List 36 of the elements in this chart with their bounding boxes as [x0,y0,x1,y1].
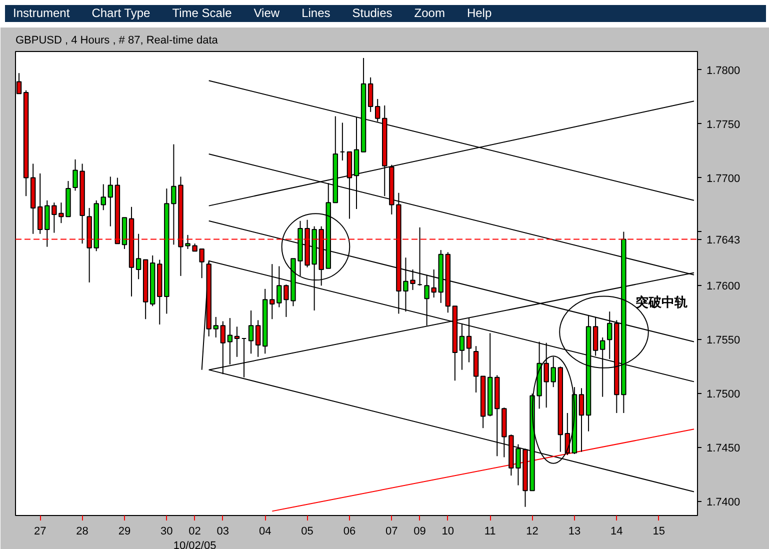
x-tick-label: 07 [386,526,398,538]
x-tick-label: 03 [216,526,230,538]
y-tick-label: 1.7800 [706,64,740,77]
text: Studies [352,6,392,20]
text: Time Scale [172,6,232,20]
x-tick-label: 12 [526,526,538,538]
text: View [254,6,280,20]
text: Zoom [414,6,445,20]
x-tick-label: 02 10/02/05 [173,526,216,549]
chart-title: GBPUSD , 4 Hours , # 87, Real-time data [16,34,219,46]
x-tick-label: 05 [301,526,314,538]
x-tick-label: 11 [484,526,496,538]
x-tick-label: 09 [414,526,426,538]
x-tick-label: 27 [34,526,46,538]
text: Help [466,6,492,20]
y-tick-label: 1.7400 [706,496,740,508]
ref-line-label: 1.7643 [706,234,740,246]
x-tick-label: 30 [160,526,173,538]
text: Chart Type [92,6,150,20]
text: Lines [302,6,330,20]
y-tick-label: 1.7700 [706,172,740,185]
y-tick-label: 1.7600 [706,280,740,293]
y-tick-label: 1.7450 [706,442,740,455]
x-tick-label: 06 [343,526,356,538]
x-tick-label: 14 [610,526,623,538]
text: Instrument [13,6,70,20]
x-tick-label: 15 [652,526,665,538]
x-tick-label: 28 [76,526,88,538]
y-tick-label: 1.7550 [706,334,740,347]
x-tick-label: 29 [118,526,131,538]
x-tick-label: 10 [442,526,454,538]
x-tick-label: 04 [258,526,272,538]
annotation: 突破中轨 [634,294,688,310]
y-tick-label: 1.7750 [706,118,740,131]
x-tick-label: 13 [568,526,581,538]
y-tick-label: 1.7500 [706,388,740,401]
